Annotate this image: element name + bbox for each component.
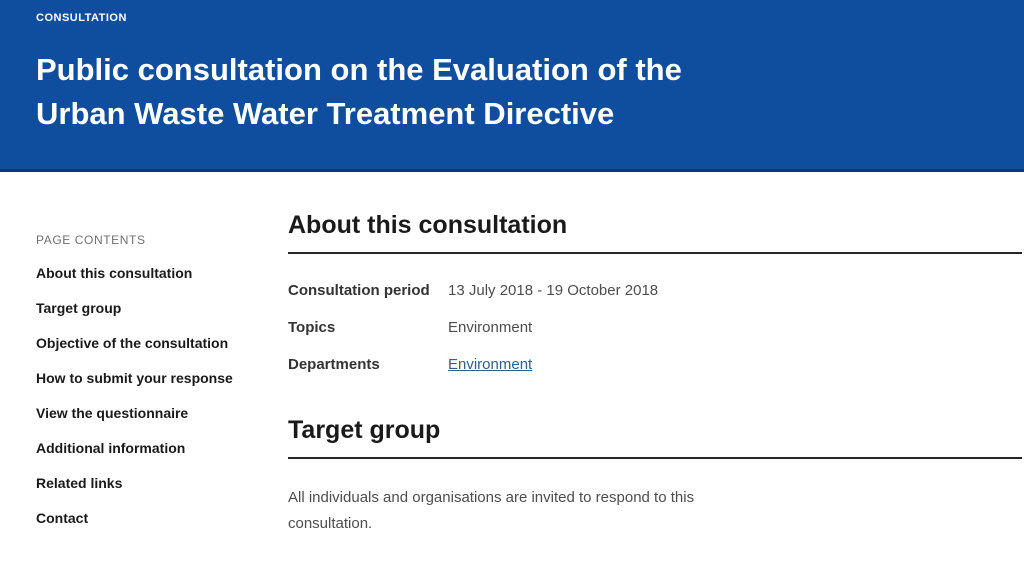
meta-row-period: Consultation period 13 July 2018 - 19 Oc… xyxy=(288,280,1022,301)
period-label: Consultation period xyxy=(288,282,430,299)
department-environment-link[interactable]: Environment xyxy=(448,356,533,373)
topics-value: Environment xyxy=(448,319,533,336)
topics-label: Topics xyxy=(288,319,336,336)
sidebar-item-how-to-submit[interactable]: How to submit your response xyxy=(36,369,252,388)
meta-row-departments: Departments Environment xyxy=(288,354,1022,375)
consultation-meta: Consultation period 13 July 2018 - 19 Oc… xyxy=(288,280,1022,375)
sidebar-link-questionnaire[interactable]: View the questionnaire xyxy=(36,405,189,421)
main-content: About this consultation Consultation per… xyxy=(288,172,1022,537)
sidebar-item-about[interactable]: About this consultation xyxy=(36,264,252,283)
target-group-heading: Target group xyxy=(288,416,441,444)
heading-rule xyxy=(288,252,1022,254)
about-heading: About this consultation xyxy=(288,211,568,239)
sidebar-item-additional-info[interactable]: Additional information xyxy=(36,439,252,458)
sidebar-link-contact[interactable]: Contact xyxy=(36,510,89,526)
sidebar-link-additional-info[interactable]: Additional information xyxy=(36,440,186,456)
sidebar-nav: About this consultation Target group Obj… xyxy=(36,264,252,528)
section-target-group: Target group All individuals and organis… xyxy=(288,415,1022,537)
sidebar-link-how-to-submit[interactable]: How to submit your response xyxy=(36,370,233,386)
departments-value: Environment xyxy=(448,354,532,375)
sidebar-item-target-group[interactable]: Target group xyxy=(36,299,252,318)
sidebar-link-target-group[interactable]: Target group xyxy=(36,300,122,316)
sidebar-link-objective[interactable]: Objective of the consultation xyxy=(36,335,229,351)
departments-label: Departments xyxy=(288,356,380,373)
sidebar-item-objective[interactable]: Objective of the consultation xyxy=(36,334,252,353)
page-title: Public consultation on the Evaluation of… xyxy=(36,52,682,131)
banner-kicker: CONSULTATION xyxy=(36,12,127,24)
section-about: About this consultation Consultation per… xyxy=(288,210,1022,375)
page-contents-sidebar: PAGE CONTENTS About this consultation Ta… xyxy=(36,172,252,544)
heading-rule xyxy=(288,457,1022,459)
sidebar-item-related-links[interactable]: Related links xyxy=(36,474,252,493)
sidebar-link-about[interactable]: About this consultation xyxy=(36,265,193,281)
consultation-banner: CONSULTATION Public consultation on the … xyxy=(0,0,1024,172)
meta-row-topics: Topics Environment xyxy=(288,317,1022,338)
period-value: 13 July 2018 - 19 October 2018 xyxy=(448,282,659,299)
sidebar-link-related-links[interactable]: Related links xyxy=(36,475,123,491)
sidebar-item-questionnaire[interactable]: View the questionnaire xyxy=(36,404,252,423)
page-body: PAGE CONTENTS About this consultation Ta… xyxy=(0,172,1024,559)
sidebar-item-contact[interactable]: Contact xyxy=(36,509,252,528)
sidebar-heading: PAGE CONTENTS xyxy=(36,233,146,247)
target-group-text: All individuals and organisations are in… xyxy=(288,489,695,532)
